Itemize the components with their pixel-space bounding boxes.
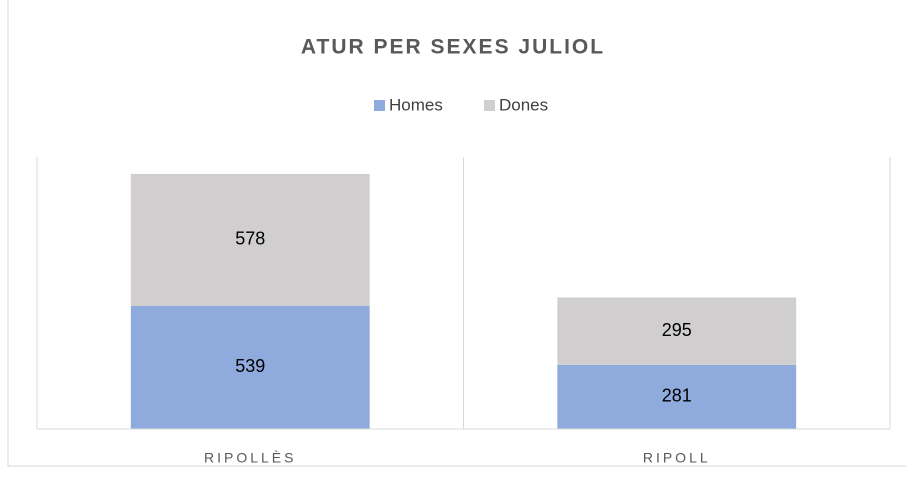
- bar-segment: [557, 364, 797, 429]
- data-label: 295: [662, 320, 692, 340]
- legend-label: Dones: [499, 95, 548, 114]
- data-label: 281: [662, 386, 692, 406]
- legend-label: Homes: [389, 95, 443, 114]
- x-tick-label: RIPOLLÈS: [204, 450, 296, 466]
- legend-swatch: [374, 100, 385, 111]
- x-tick-label: RIPOLL: [643, 450, 711, 466]
- bar-segment: [557, 297, 797, 365]
- data-label: 578: [235, 229, 265, 249]
- chart-title: ATUR PER SEXES JULIOL: [301, 36, 605, 59]
- bar-segment: [130, 305, 370, 429]
- legend-swatch: [484, 100, 495, 111]
- bar-segment: [130, 173, 370, 306]
- data-label: 539: [235, 356, 265, 376]
